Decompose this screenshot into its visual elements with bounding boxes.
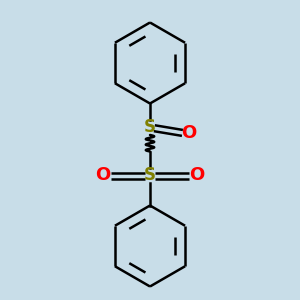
Text: O: O bbox=[190, 167, 205, 184]
Text: O: O bbox=[182, 124, 196, 142]
Text: O: O bbox=[95, 167, 110, 184]
Text: S: S bbox=[144, 167, 156, 184]
Text: S: S bbox=[144, 118, 156, 136]
